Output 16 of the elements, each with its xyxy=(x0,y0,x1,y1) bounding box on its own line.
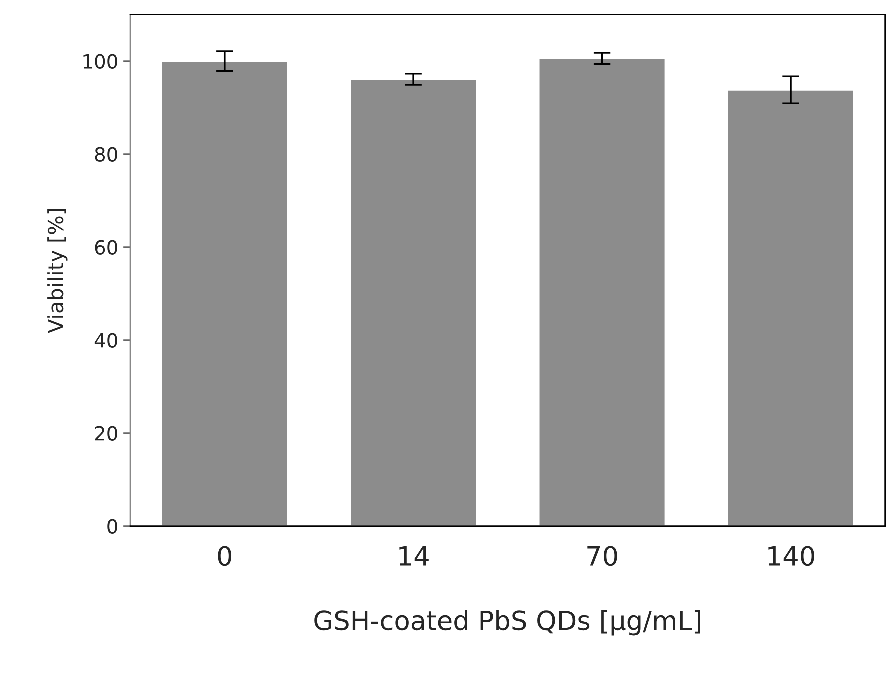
y-tick-label: 20 xyxy=(95,426,118,441)
y-tick-label: 80 xyxy=(95,147,118,162)
x-tick-label: 140 xyxy=(768,546,814,566)
x-axis-title: GSH-coated PbS QDs [μg/mL] xyxy=(314,610,700,636)
y-tick-label: 40 xyxy=(94,333,118,348)
y-tick-label: 100 xyxy=(84,54,118,69)
x-tick-label: 14 xyxy=(400,546,429,566)
y-axis-title: Viability [%] xyxy=(48,209,68,334)
bar xyxy=(350,78,478,526)
bar xyxy=(160,60,289,526)
x-tick-label: 70 xyxy=(588,546,618,566)
y-tick-label: 60 xyxy=(95,240,118,255)
y-tick-label: 0 xyxy=(108,519,118,534)
bar xyxy=(538,58,666,526)
bar xyxy=(727,89,855,526)
x-tick-label: 0 xyxy=(218,546,232,566)
